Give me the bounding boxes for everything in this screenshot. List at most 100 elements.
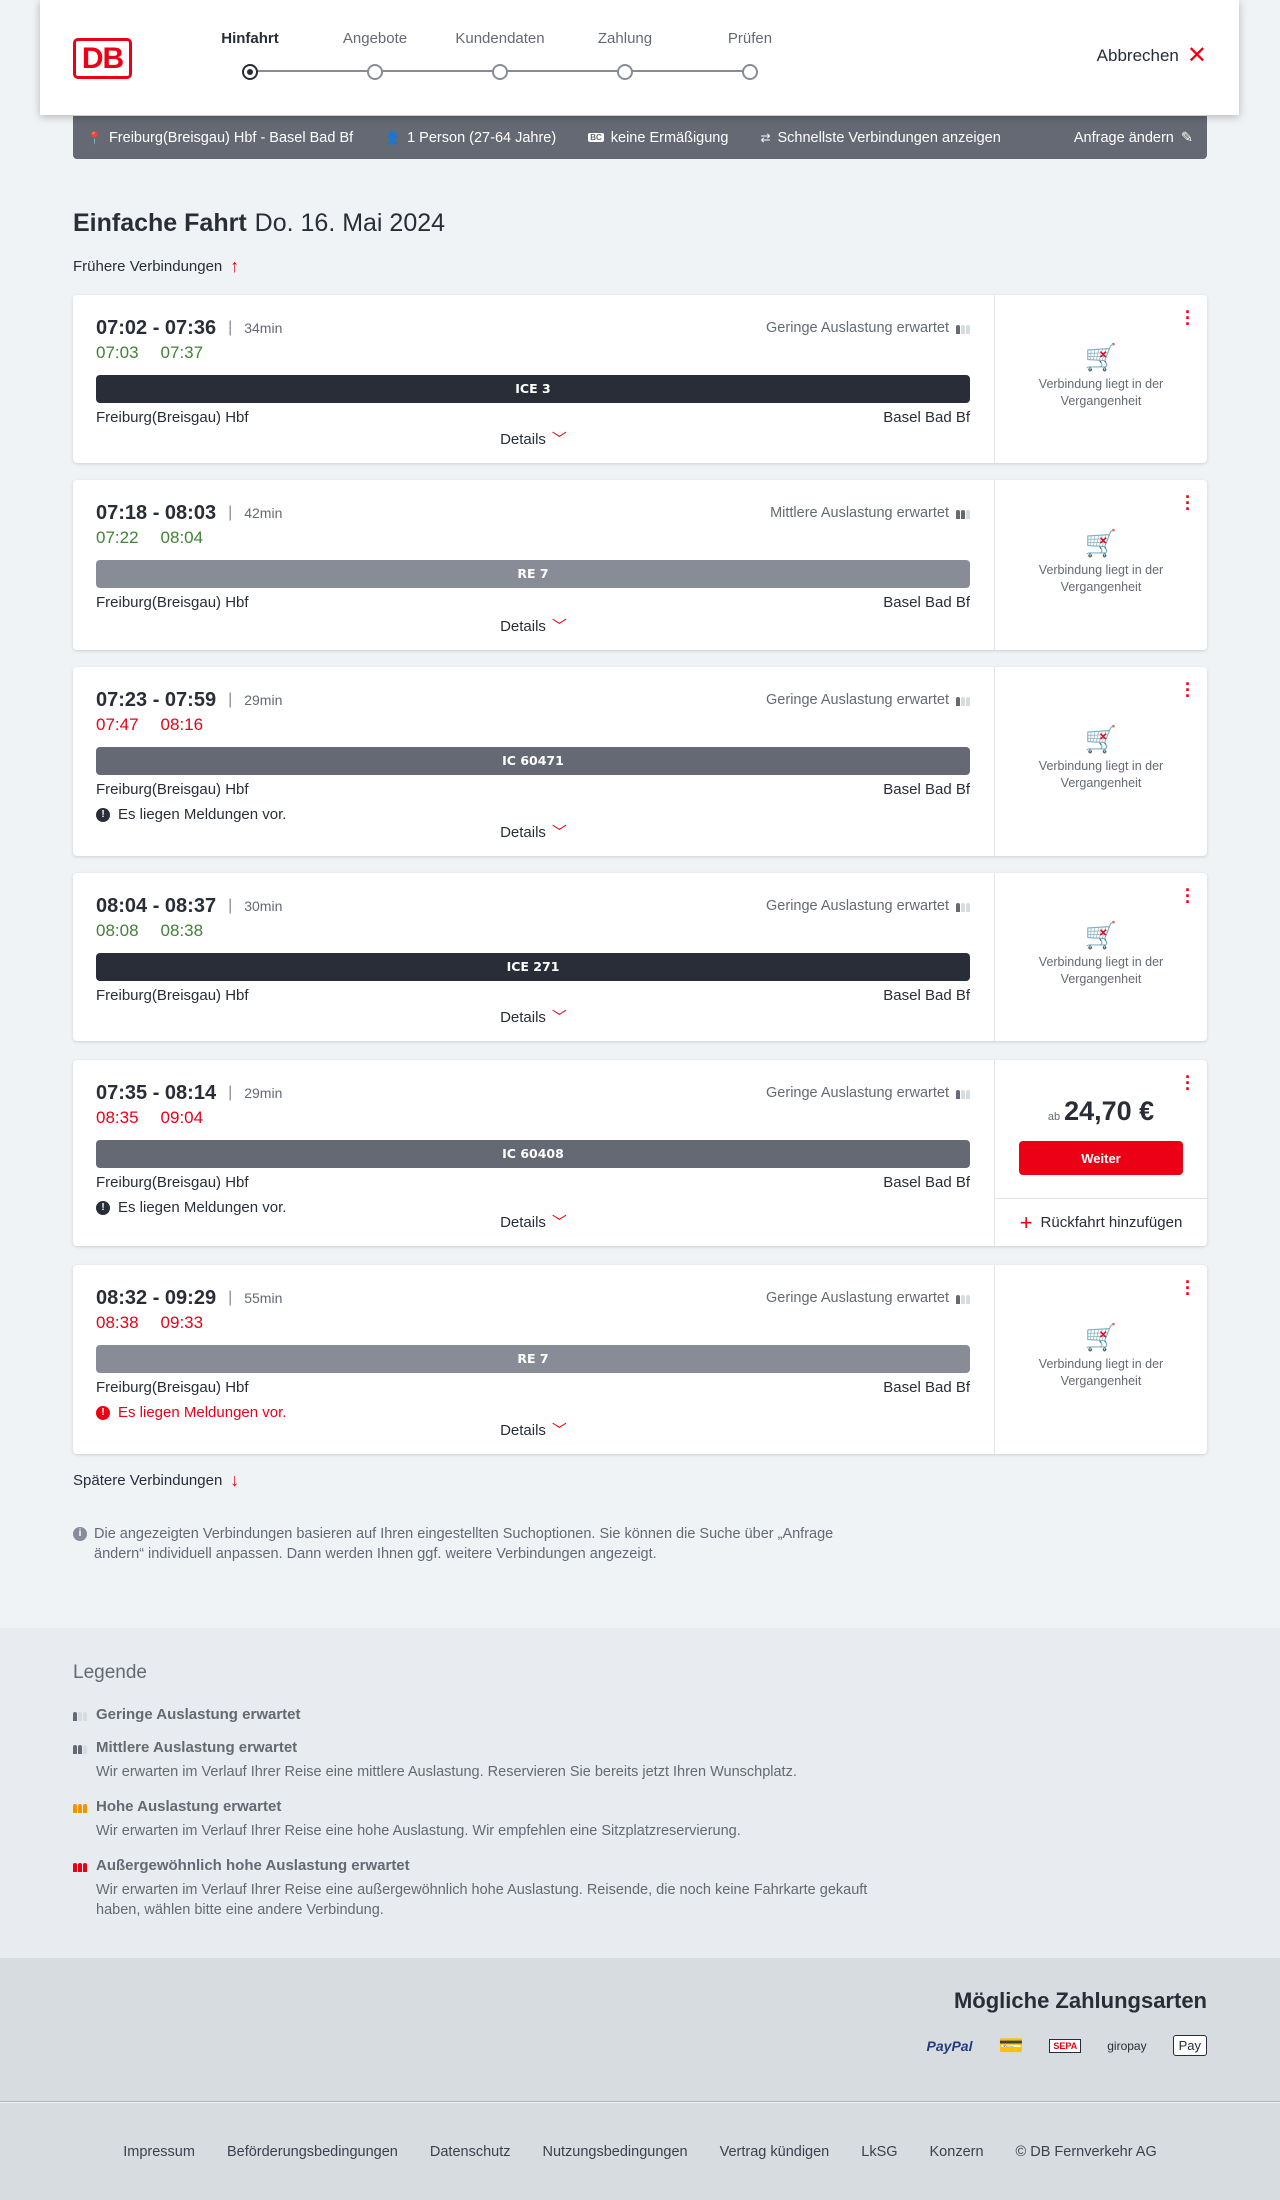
legend-item-title: Hohe Auslastung erwartet — [73, 1798, 1207, 1815]
travellers-text: 1 Person (27-64 Jahre) — [407, 129, 557, 146]
continue-button[interactable]: Weiter — [1019, 1141, 1183, 1175]
legend-item-extreme: Außergewöhnlich hohe Auslastung erwartet… — [73, 1857, 1207, 1920]
footer-link[interactable]: Nutzungsbedingungen — [542, 2143, 688, 2160]
footer-link[interactable]: Impressum — [123, 2143, 195, 2160]
legend-title-text: Hohe Auslastung erwartet — [96, 1798, 282, 1815]
realtime-departure: 08:35 — [96, 1108, 139, 1127]
apple-pay-text: Pay — [1178, 2038, 1201, 2053]
cart-unavailable-icon: 🛒 ✕ — [1084, 527, 1118, 558]
disruption-message[interactable]: ! Es liegen Meldungen vor. — [96, 1404, 970, 1421]
apple-pay-logo: Pay — [1172, 2035, 1207, 2056]
step-label: Angebote — [342, 30, 408, 47]
occupancy-info: Geringe Auslastung erwartet — [766, 898, 970, 914]
arrival-station: Basel Bad Bf — [883, 987, 970, 1004]
footer-link[interactable]: Datenschutz — [429, 2143, 511, 2160]
realtime-departure: 07:47 — [96, 715, 139, 734]
realtime-row: 08:08 08:38 — [96, 921, 970, 945]
step-label: Hinfahrt — [221, 30, 279, 47]
step-prüfen[interactable]: Prüfen — [690, 30, 810, 80]
later-connections-link[interactable]: Spätere Verbindungen ↓ — [73, 1470, 239, 1491]
step-label: Zahlung — [597, 30, 653, 47]
details-toggle[interactable]: Details ﹀ — [73, 821, 994, 842]
realtime-departure: 08:08 — [96, 921, 139, 940]
chevron-down-icon: ﹀ — [551, 824, 567, 841]
more-options-icon[interactable]: · · · — [1185, 487, 1191, 519]
duration: 30min — [244, 898, 283, 914]
realtime-row: 07:47 08:16 — [96, 715, 970, 739]
stations-row: Freiburg(Breisgau) Hbf Basel Bad Bf — [96, 1379, 970, 1396]
add-return-trip-button[interactable]: + Rückfahrt hinzufügen — [995, 1198, 1207, 1246]
connection-card[interactable]: 07:02 - 07:36 | 34min Geringe Auslastung er… — [73, 295, 1207, 463]
past-connection-notice: 🛒 ✕ Verbindung liegt in der Vergangenheit — [1031, 527, 1171, 596]
alert-icon: ! — [96, 1200, 110, 1215]
more-options-icon[interactable]: · · · — [1185, 302, 1191, 334]
footer-link[interactable]: Beförderungsbedingungen — [226, 2143, 398, 2160]
disruption-message[interactable]: ! Es liegen Meldungen vor. — [96, 1199, 970, 1216]
footer-link[interactable]: Konzern — [929, 2143, 984, 2160]
trip-date: Do. 16. Mai 2024 — [254, 209, 446, 237]
footer-link[interactable]: LkSG — [861, 2143, 898, 2160]
connection-card[interactable]: 07:18 - 08:03 | 42min Mittlere Auslastung e… — [73, 480, 1207, 650]
more-options-icon[interactable]: · · · — [1185, 880, 1191, 912]
more-options-icon[interactable]: · · · — [1185, 1067, 1191, 1099]
cancel-button[interactable]: Abbrechen ✕ — [1097, 44, 1207, 68]
discount-text: keine Ermäßigung — [610, 129, 729, 146]
header: DB Hinfahrt Angebote Kundendaten Zahlung Prü… — [40, 0, 1239, 115]
legend-item-medium: Mittlere Auslastung erwartet Wir erwarten… — [73, 1739, 1207, 1782]
message-text: Es liegen Meldungen vor. — [118, 806, 287, 823]
realtime-row: 08:38 09:33 — [96, 1313, 970, 1337]
separator: | — [228, 1084, 233, 1101]
person-icon: 👤 — [385, 130, 401, 145]
info-icon: i — [73, 1527, 87, 1541]
realtime-departure: 07:22 — [96, 528, 139, 547]
separator: | — [228, 897, 233, 914]
more-options-icon[interactable]: · · · — [1185, 1272, 1191, 1304]
train-bar-re[interactable]: RE 7 — [96, 560, 970, 588]
paypal-logo: PayPal — [926, 2037, 973, 2054]
connection-card[interactable]: 07:23 - 07:59 | 29min Geringe Auslastung er… — [73, 667, 1207, 856]
arrival-station: Basel Bad Bf — [883, 1174, 970, 1191]
train-bar-ic[interactable]: IC 60471 — [96, 747, 970, 775]
occupancy-label: Geringe Auslastung erwartet — [766, 1085, 949, 1101]
offer-panel: · · · 🛒 ✕ Verbindung liegt in der Vergangenhe… — [994, 480, 1207, 650]
realtime-arrival: 08:16 — [160, 715, 204, 734]
footer-link[interactable]: Vertrag kündigen — [719, 2143, 830, 2160]
page-title: Einfache Fahrt Do. 16. Mai 2024 — [73, 209, 445, 238]
chevron-down-icon: ﹀ — [551, 1009, 567, 1026]
step-zahlung[interactable]: Zahlung — [565, 30, 685, 80]
occupancy-label: Geringe Auslastung erwartet — [766, 898, 949, 914]
connection-card[interactable]: 08:04 - 08:37 | 30min Geringe Auslastung er… — [73, 873, 1207, 1041]
disruption-message[interactable]: ! Es liegen Meldungen vor. — [96, 806, 970, 823]
legend-item-text: Wir erwarten im Verlauf Ihrer Reise eine… — [96, 1882, 868, 1918]
db-logo[interactable]: DB — [73, 38, 132, 79]
stations-row: Freiburg(Breisgau) Hbf Basel Bad Bf — [96, 781, 970, 798]
departure-station: Freiburg(Breisgau) Hbf — [96, 409, 249, 426]
step-angebote[interactable]: Angebote — [315, 30, 435, 80]
details-toggle[interactable]: Details ﹀ — [73, 1006, 994, 1027]
train-bar-ice[interactable]: ICE 3 — [96, 375, 970, 403]
step-hinfahrt[interactable]: Hinfahrt — [190, 30, 310, 80]
details-toggle[interactable]: Details ﹀ — [73, 428, 994, 449]
realtime-arrival: 09:33 — [160, 1313, 204, 1332]
more-options-icon[interactable]: · · · — [1185, 674, 1191, 706]
step-kundendaten[interactable]: Kundendaten — [440, 30, 560, 80]
progress-stepper: Hinfahrt Angebote Kundendaten Zahlung Prüfen — [210, 30, 772, 90]
departure-station: Freiburg(Breisgau) Hbf — [96, 1174, 249, 1191]
offer-panel: · · · 🛒 ✕ Verbindung liegt in der Vergangenhe… — [994, 295, 1207, 463]
details-toggle[interactable]: Details ﹀ — [73, 1211, 994, 1232]
train-bar-re[interactable]: RE 7 — [96, 1345, 970, 1373]
details-toggle[interactable]: Details ﹀ — [73, 615, 994, 636]
realtime-row: 08:35 09:04 — [96, 1108, 970, 1132]
step-indicator — [242, 64, 258, 80]
details-toggle[interactable]: Details ﹀ — [73, 1419, 994, 1440]
step-label: Prüfen — [727, 30, 773, 47]
alert-icon: ! — [96, 807, 110, 822]
earlier-connections-link[interactable]: Frühere Verbindungen ↑ — [73, 256, 239, 277]
edit-request-button[interactable]: Anfrage ändern ✎ — [1074, 130, 1193, 146]
train-bar-ic[interactable]: IC 60408 — [96, 1140, 970, 1168]
realtime-arrival: 08:04 — [160, 528, 204, 547]
connection-card[interactable]: 08:32 - 09:29 | 55min Geringe Auslastung er… — [73, 1265, 1207, 1454]
train-bar-ice[interactable]: ICE 271 — [96, 953, 970, 981]
connection-card[interactable]: 07:35 - 08:14 | 29min Geringe Auslastung er… — [73, 1060, 1207, 1246]
details-label: Details — [500, 1009, 546, 1026]
